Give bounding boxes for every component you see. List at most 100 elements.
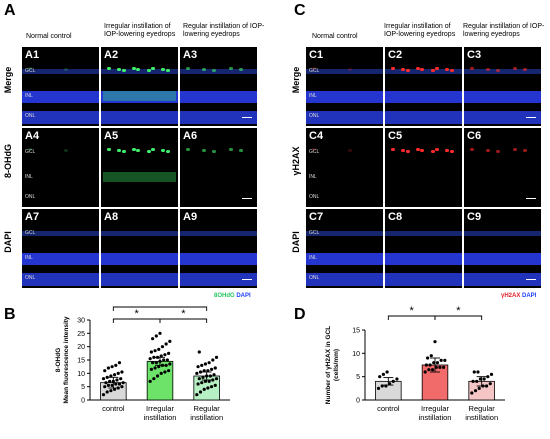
chart-b: 0 5 10 15 20 25 30 8-OHdGMean fluorescence inte… [55, 302, 230, 422]
layer-label-onl: ONL [25, 275, 36, 281]
data-point [200, 363, 204, 367]
y-axis-label-line1: Number of γH2AX in GCL [325, 326, 332, 404]
significance-star: * [181, 308, 186, 320]
data-point [148, 379, 152, 383]
y-axis-label: 8-OHdGMean fluorescence intensity [55, 316, 70, 403]
row-label-right-merge: Merge [291, 66, 301, 94]
data-point [160, 345, 165, 349]
micrograph-c7: C7 GCL INL ONL [306, 209, 383, 288]
micrograph-tag: C8 [388, 211, 403, 223]
micrograph-tag: A2 [104, 49, 119, 61]
data-point [154, 334, 158, 338]
y-axis-label-line1: 8-OHdG [55, 348, 62, 373]
micrograph-c9: C9 [464, 209, 541, 288]
x-tick-label-word: instillation [419, 413, 452, 422]
data-point [438, 365, 442, 369]
micrograph-tag: C1 [309, 49, 324, 61]
data-point [213, 366, 217, 370]
layer-label-onl: ONL [309, 194, 320, 200]
legend-right-marker: γH2AX [501, 293, 521, 299]
micrograph-tag: A5 [104, 130, 119, 142]
data-point [427, 368, 431, 372]
layer-label-inl: INL [309, 93, 317, 99]
micrograph-tag: C5 [388, 130, 403, 142]
layer-label-onl: ONL [25, 194, 36, 200]
data-point [477, 386, 481, 390]
y-tick-label: 15 [77, 358, 85, 365]
row-label-left-marker: 8-OHdG [3, 144, 13, 179]
y-tick-label: 0 [356, 398, 360, 405]
significance-star: * [410, 305, 415, 317]
layer-label-onl: ONL [25, 113, 36, 119]
data-point [149, 367, 153, 371]
micrograph-a7: A7 GCL INL ONL [22, 209, 99, 288]
micrograph-a2: A2 [101, 47, 178, 126]
data-point [203, 379, 208, 383]
col-header-left-3: Regular instillation of IOP-lowering eye… [183, 23, 265, 38]
data-point [152, 377, 156, 381]
data-point [212, 373, 216, 377]
panel-label-d: D [294, 306, 306, 323]
x-tick-label-2: Regular instillation [190, 404, 223, 422]
data-point [475, 379, 479, 383]
y-axis-label-line2: (cells/mm) [333, 349, 340, 381]
micrograph-tag: A7 [25, 211, 40, 223]
data-point [159, 354, 163, 358]
scale-bar [242, 117, 252, 118]
col-header-right-2: Irregular instillation of IOP-lowering e… [384, 23, 456, 38]
data-point [428, 363, 432, 367]
significance-bracket [112, 306, 208, 311]
data-point [442, 365, 446, 369]
x-tick-label-word: Irregular [421, 404, 449, 413]
chart-d: 0 5 10 15 Number of γH2AX in GCL(cells/mm) co… [325, 305, 505, 422]
significance-star: * [456, 305, 461, 317]
micrograph-tag: C3 [467, 49, 482, 61]
data-point [114, 382, 118, 386]
data-point [201, 375, 205, 379]
x-tick-label-word: instillation [144, 413, 177, 422]
significance-star: * [158, 302, 163, 308]
x-tick-label-word: control [102, 404, 125, 413]
y-tick-label: 5 [81, 384, 85, 391]
micrograph-a8: A8 [101, 209, 178, 288]
micrograph-c1: C1 GCL INL ONL [306, 47, 383, 126]
micrograph-a6: A6 [180, 128, 257, 207]
x-tick-label-0: control [102, 404, 125, 413]
data-point [104, 381, 108, 385]
data-point [109, 389, 113, 393]
data-point [443, 358, 447, 362]
layer-label-gcl: GCL [309, 149, 320, 155]
data-point [202, 369, 206, 373]
data-point [116, 371, 120, 375]
data-point [197, 350, 201, 354]
data-point [106, 366, 111, 370]
data-point [433, 340, 437, 344]
micrograph-a4: A4 GCL INL ONL [22, 128, 99, 207]
layer-label-inl: INL [25, 174, 33, 180]
data-point [429, 354, 433, 358]
data-point [121, 381, 125, 385]
data-point [207, 379, 211, 383]
layer-label-gcl: GCL [25, 230, 36, 236]
data-point [103, 385, 107, 389]
data-point [109, 374, 113, 378]
panel-label-b: B [4, 306, 16, 323]
data-point [213, 383, 217, 387]
data-point [112, 387, 117, 391]
data-point [197, 377, 201, 381]
micrograph-tag: A9 [183, 211, 198, 223]
layer-label-onl: ONL [309, 275, 320, 281]
layer-label-gcl: GCL [309, 230, 320, 236]
x-tick-label-word: instillation [465, 413, 498, 422]
data-point [195, 393, 199, 397]
data-point [381, 372, 386, 376]
y-tick-label: 15 [352, 328, 360, 335]
data-point [120, 370, 124, 374]
micrograph-tag: A8 [104, 211, 119, 223]
layer-label-inl: INL [309, 255, 317, 261]
data-point [470, 391, 474, 395]
data-point [149, 350, 153, 354]
micrograph-c8: C8 [385, 209, 462, 288]
data-point [164, 363, 168, 367]
micrograph-tag: A3 [183, 49, 198, 61]
